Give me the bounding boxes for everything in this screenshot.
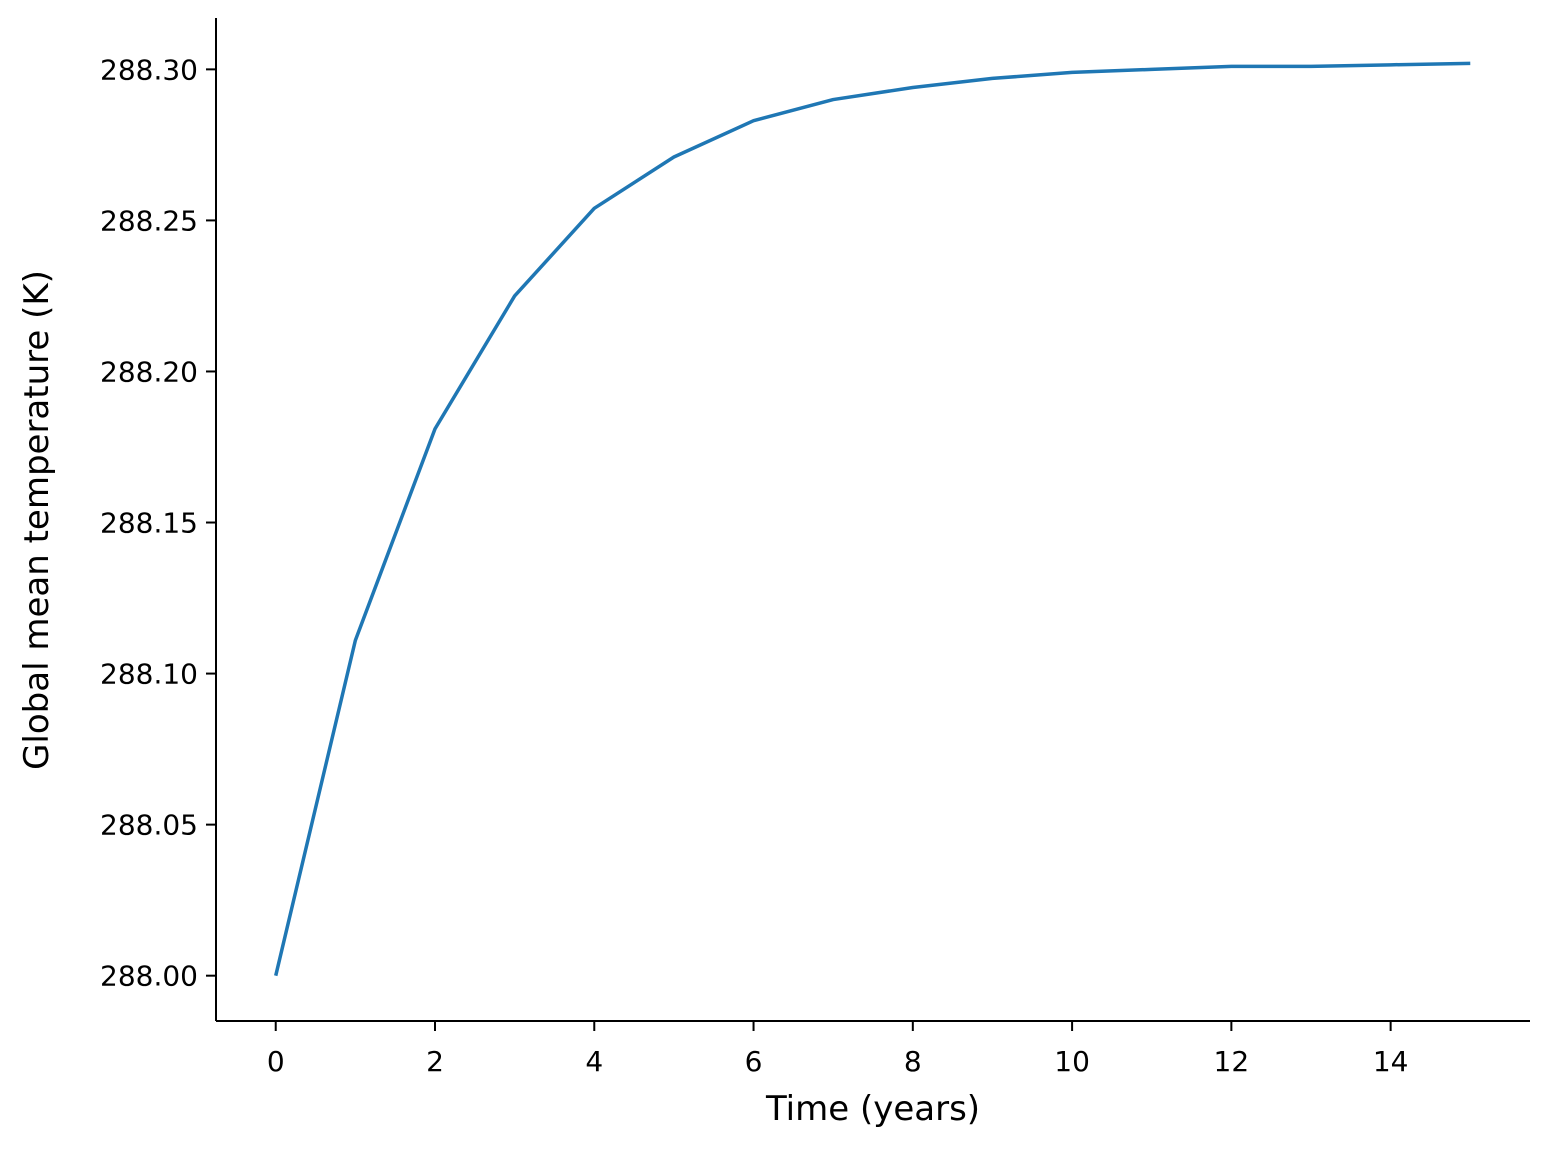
y-tick-label: 288.05 xyxy=(100,809,198,842)
x-tick-label: 12 xyxy=(1214,1045,1250,1078)
y-tick-label: 288.00 xyxy=(100,960,198,993)
y-tick-label: 288.10 xyxy=(100,658,198,691)
x-tick-label: 2 xyxy=(426,1045,444,1078)
y-tick-label: 288.30 xyxy=(100,53,198,86)
x-tick-label: 10 xyxy=(1054,1045,1090,1078)
x-tick-label: 0 xyxy=(267,1045,285,1078)
x-tick-label: 14 xyxy=(1373,1045,1409,1078)
x-tick-label: 6 xyxy=(745,1045,763,1078)
y-axis-label: Global mean temperature (K) xyxy=(17,270,57,770)
y-tick-label: 288.25 xyxy=(100,204,198,237)
data-line xyxy=(274,61,1471,977)
x-tick-label: 4 xyxy=(585,1045,603,1078)
x-tick-label: 8 xyxy=(904,1045,922,1078)
y-tick-label: 288.15 xyxy=(100,507,198,540)
x-axis-label: Time (years) xyxy=(765,1089,980,1129)
y-tick-label: 288.20 xyxy=(100,355,198,388)
